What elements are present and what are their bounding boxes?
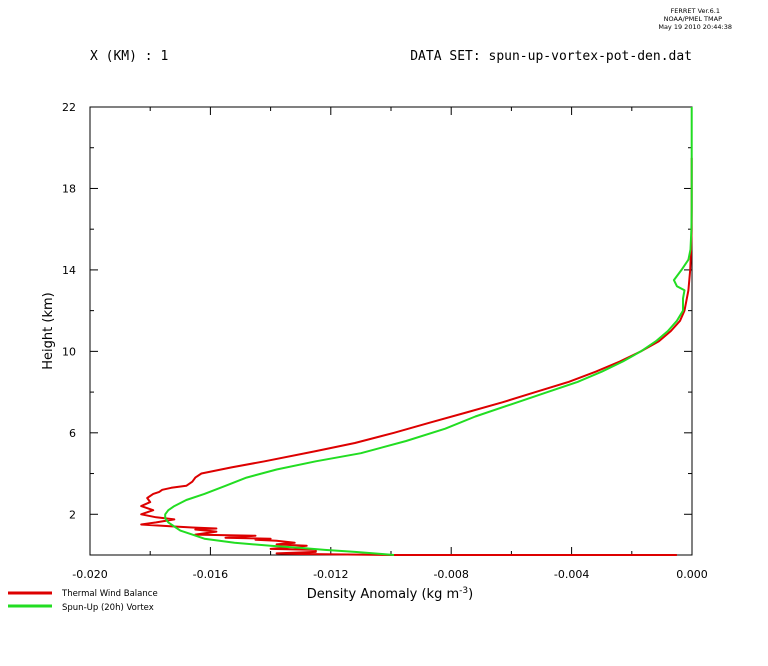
y-axis-title: Height (km) <box>41 292 56 369</box>
plot-frame <box>89 106 693 556</box>
x-axis-title-main: Density Anomaly (kg m <box>307 587 459 602</box>
series-line-thermal-wind-balance <box>140 157 693 556</box>
y-tick-label: 6 <box>69 427 76 440</box>
ferret-stamp: FERRET Ver.6.1 NOAA/PMEL TMAP May 19 201… <box>658 7 732 31</box>
y-tick-label: 18 <box>62 182 76 195</box>
data-series <box>140 107 693 556</box>
series-line-spun-up-vortex <box>164 107 693 556</box>
y-tick-label: 22 <box>62 101 76 114</box>
x-axis-title-suffix: ) <box>468 587 473 602</box>
legend-label-thermal-wind: Thermal Wind Balance <box>61 589 158 599</box>
x-axis-title-exponent: -3 <box>459 586 468 596</box>
header-left: X (KM) : 1 <box>90 49 168 64</box>
y-tick-label: 2 <box>69 508 76 521</box>
x-tick-label: -0.016 <box>193 568 228 581</box>
stamp-line-1: FERRET Ver.6.1 <box>671 7 720 15</box>
header-right: DATA SET: spun-up-vortex-pot-den.dat <box>410 49 692 64</box>
y-tick-label: 14 <box>62 264 76 277</box>
stamp-line-2: NOAA/PMEL TMAP <box>664 15 722 23</box>
y-tick-label: 10 <box>62 345 76 358</box>
axis-tick-labels: -0.020 -0.016 -0.012 -0.008 -0.004 0.000 2 6 10 1… <box>62 101 708 581</box>
legend-label-spun-up: Spun-Up (20h) Vortex <box>62 603 154 613</box>
x-tick-label: -0.008 <box>433 568 468 581</box>
x-tick-label: -0.012 <box>313 568 348 581</box>
stamp-line-3: May 19 2010 20:44:38 <box>658 23 732 31</box>
x-axis-title: Density Anomaly (kg m-3) <box>307 586 473 602</box>
axis-ticks <box>89 106 693 555</box>
x-tick-label: -0.004 <box>554 568 589 581</box>
x-tick-label: -0.020 <box>72 568 107 581</box>
x-tick-label: 0.000 <box>676 568 708 581</box>
legend: Thermal Wind Balance Spun-Up (20h) Vorte… <box>8 589 158 613</box>
